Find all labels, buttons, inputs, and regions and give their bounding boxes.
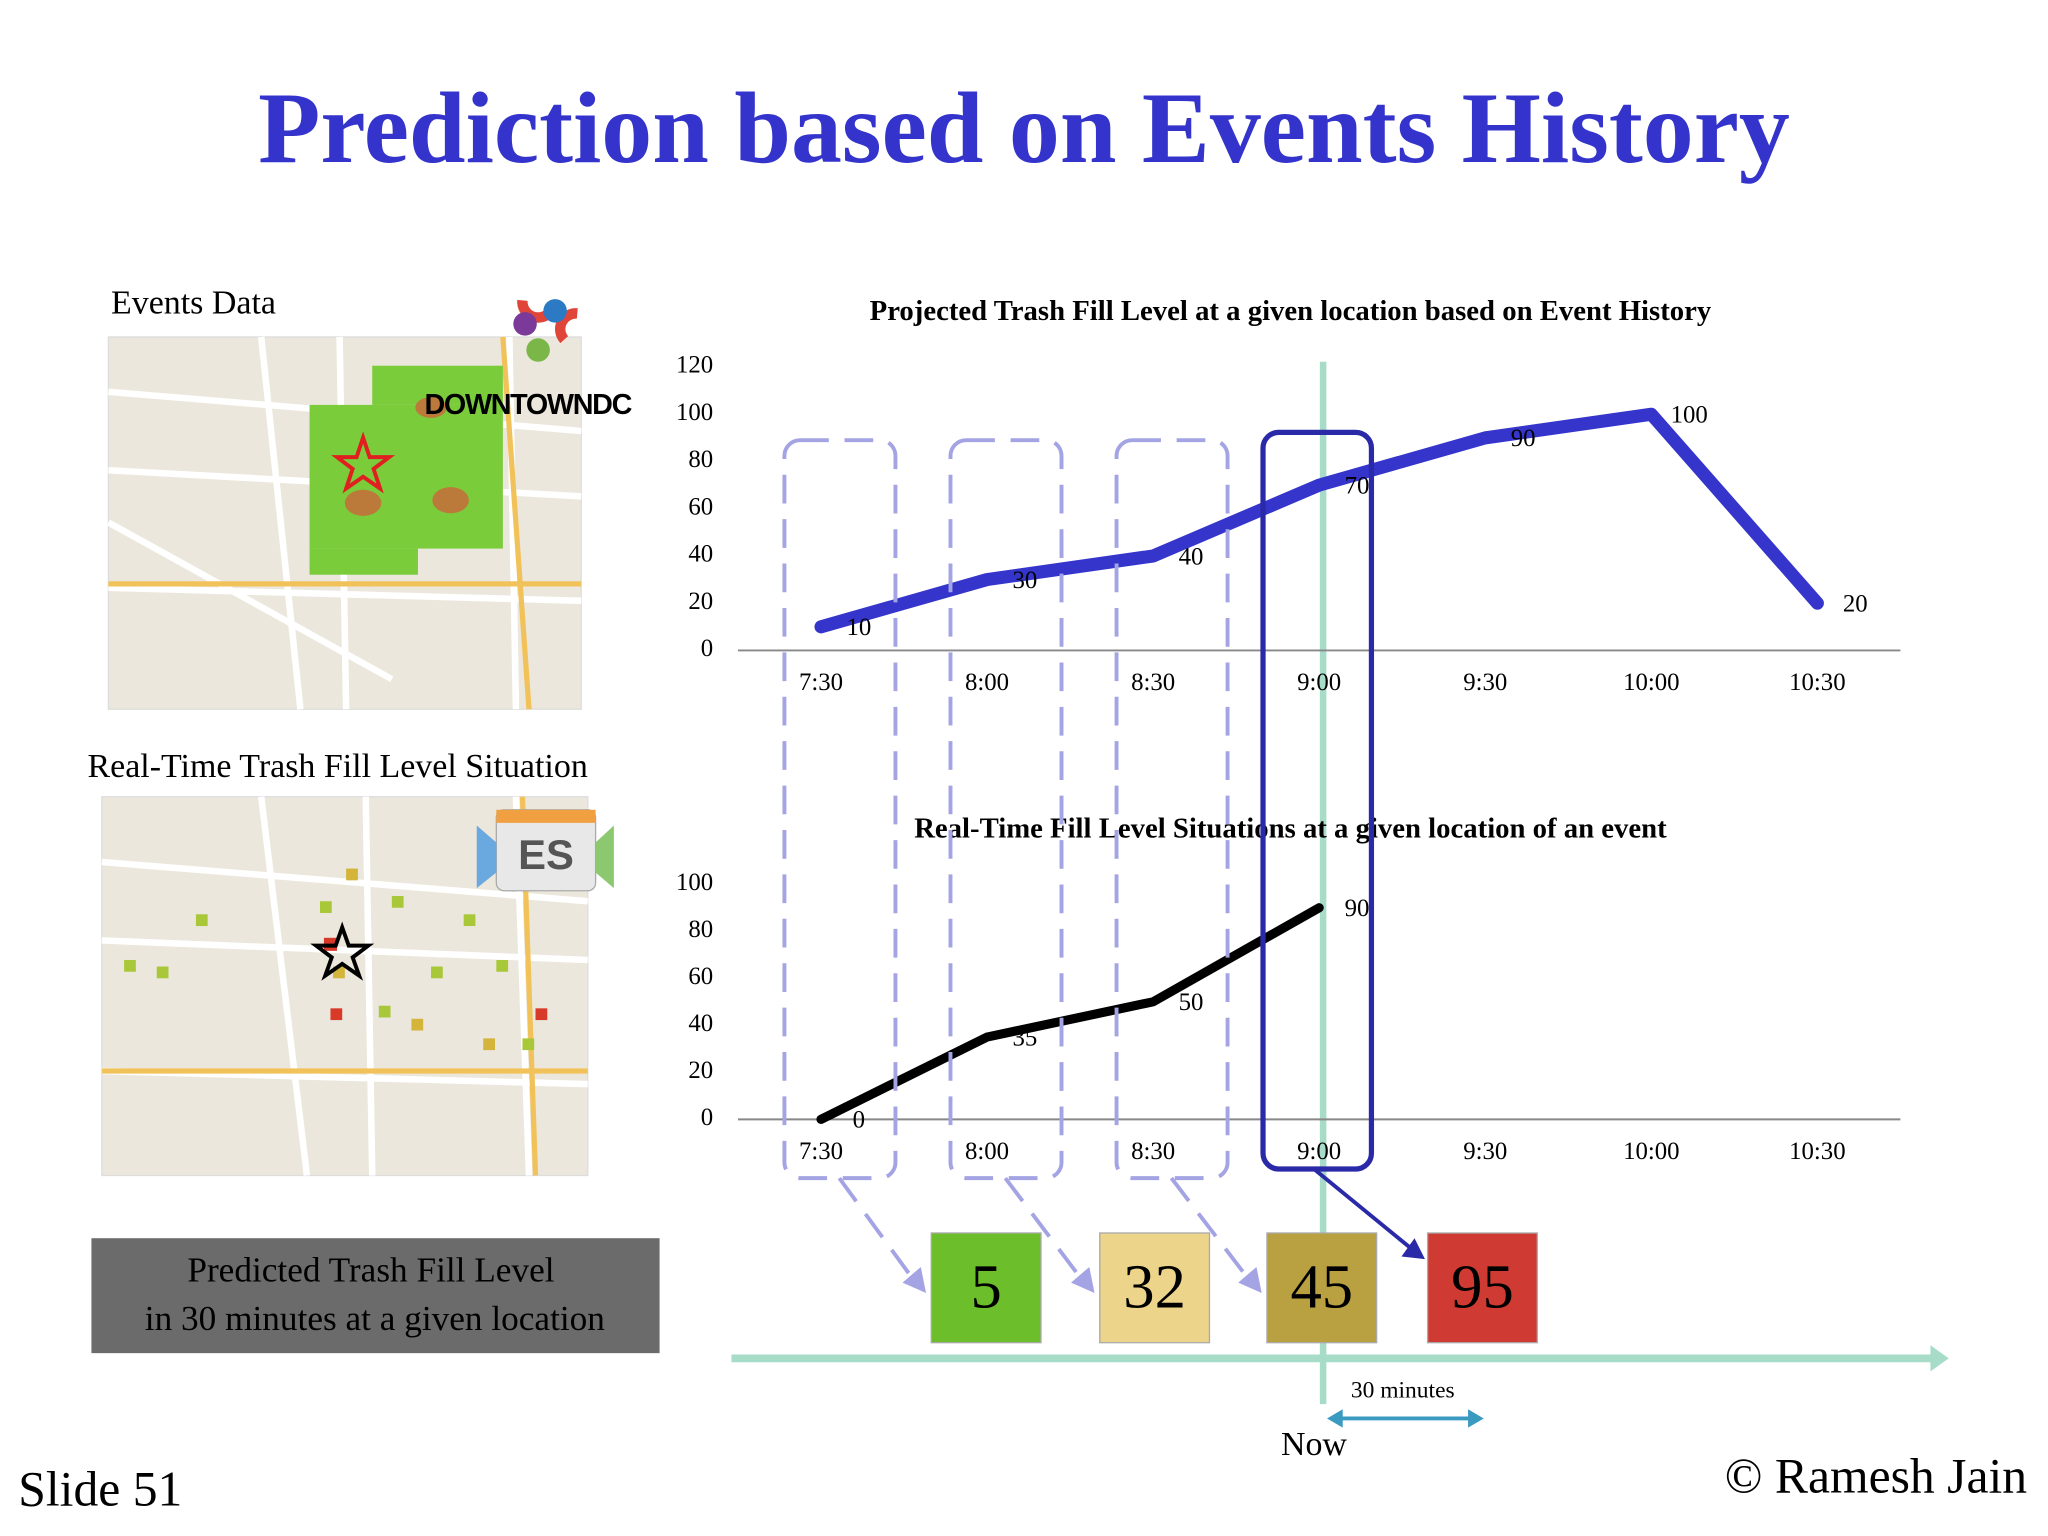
realtime-map: ES — [101, 796, 614, 1177]
prediction-box-text: in 30 minutes at a given location — [145, 1299, 605, 1338]
x-tick-label: 7:30 — [799, 1138, 843, 1165]
map-label: Events Data — [111, 284, 276, 321]
prediction-value: 5 — [970, 1251, 1001, 1321]
history-frame — [1114, 438, 1230, 1181]
x-tick-label: 10:00 — [1623, 669, 1679, 696]
slide-title: Prediction based on Events History — [258, 72, 1790, 185]
data-label: 50 — [1179, 989, 1204, 1016]
data-label: 90 — [1511, 425, 1536, 452]
now-arrowhead — [1401, 1238, 1425, 1260]
now-label: Now — [1281, 1426, 1347, 1463]
prediction — [1266, 1232, 1378, 1344]
x-tick-label: 9:30 — [1463, 669, 1507, 696]
data-label: 20 — [1843, 591, 1868, 618]
x-tick-label: 10:30 — [1789, 669, 1845, 696]
y-tick-label: 60 — [688, 963, 713, 990]
y-tick-label: 60 — [688, 493, 713, 520]
data-label: 0 — [853, 1107, 865, 1134]
history-arrowhead — [1238, 1266, 1262, 1294]
x-tick-label: 9:00 — [1297, 669, 1341, 696]
y-tick-label: 0 — [701, 635, 713, 662]
data-label: 35 — [1013, 1024, 1038, 1051]
y-tick-label: 20 — [688, 1057, 713, 1084]
history-arrowhead — [902, 1266, 927, 1294]
prediction — [1099, 1232, 1211, 1344]
x-tick-label: 9:00 — [1297, 1138, 1341, 1165]
map-label: Real-Time Trash Fill Level Situation — [88, 748, 588, 785]
now-arrow — [1312, 1167, 1416, 1253]
x-tick-label: 7:30 — [799, 669, 843, 696]
x-tick-label: 8:30 — [1131, 669, 1175, 696]
y-tick-label: 80 — [688, 916, 713, 943]
data-label: 40 — [1179, 543, 1204, 570]
x-tick-label: 9:30 — [1463, 1138, 1507, 1165]
y-tick-label: 0 — [701, 1104, 713, 1131]
history-arrowhead — [1071, 1266, 1095, 1294]
now-frame — [1260, 429, 1375, 1172]
chart-title: Projected Trash Fill Level at a given lo… — [870, 295, 1712, 327]
data-label: 100 — [1671, 402, 1708, 429]
history-frame — [782, 438, 898, 1181]
data-label: 10 — [846, 614, 871, 641]
prediction-value: 32 — [1123, 1251, 1186, 1321]
prediction-box-text: Predicted Trash Fill Level — [187, 1251, 554, 1290]
x-tick-label: 8:00 — [965, 669, 1009, 696]
y-tick-label: 80 — [688, 446, 713, 473]
data-line — [814, 407, 1824, 634]
prediction-value: 95 — [1451, 1251, 1514, 1321]
interval-label: 30 minutes — [1351, 1378, 1455, 1404]
x-tick-label: 8:30 — [1131, 1138, 1175, 1165]
x-tick-label: 10:30 — [1789, 1138, 1845, 1165]
y-tick-label: 100 — [676, 869, 713, 896]
y-tick-label: 40 — [688, 541, 713, 568]
prediction-value: 45 — [1290, 1251, 1353, 1321]
x-tick-label: 8:00 — [965, 1138, 1009, 1165]
timeline-arrowhead — [1930, 1345, 1949, 1372]
data-label: 90 — [1345, 895, 1370, 922]
y-tick-label: 100 — [676, 399, 713, 426]
data-label: 30 — [1013, 567, 1038, 594]
history-frame — [948, 438, 1064, 1181]
map-logo: ES — [518, 831, 574, 878]
map-logo: DOWNTOWNDC — [424, 389, 631, 421]
events-map: DOWNTOWNDC — [106, 299, 633, 710]
x-tick-label: 10:00 — [1623, 1138, 1679, 1165]
history-arrow — [837, 1176, 918, 1284]
data-label: 70 — [1345, 472, 1370, 499]
y-tick-label: 120 — [676, 352, 713, 379]
history-arrow — [1169, 1176, 1253, 1284]
prediction-box — [91, 1238, 660, 1354]
y-tick-label: 20 — [688, 588, 713, 615]
slide-number: Slide 51 — [18, 1462, 182, 1517]
data-line — [816, 903, 1324, 1124]
prediction — [1426, 1232, 1538, 1344]
prediction — [930, 1232, 1042, 1344]
chart-title: Real-Time Fill Level Situations at a giv… — [914, 812, 1667, 844]
copyright: © Ramesh Jain — [1725, 1449, 2028, 1504]
history-arrow — [1003, 1176, 1086, 1284]
y-tick-label: 40 — [688, 1010, 713, 1037]
interval-arrowheads — [1327, 1409, 1484, 1428]
